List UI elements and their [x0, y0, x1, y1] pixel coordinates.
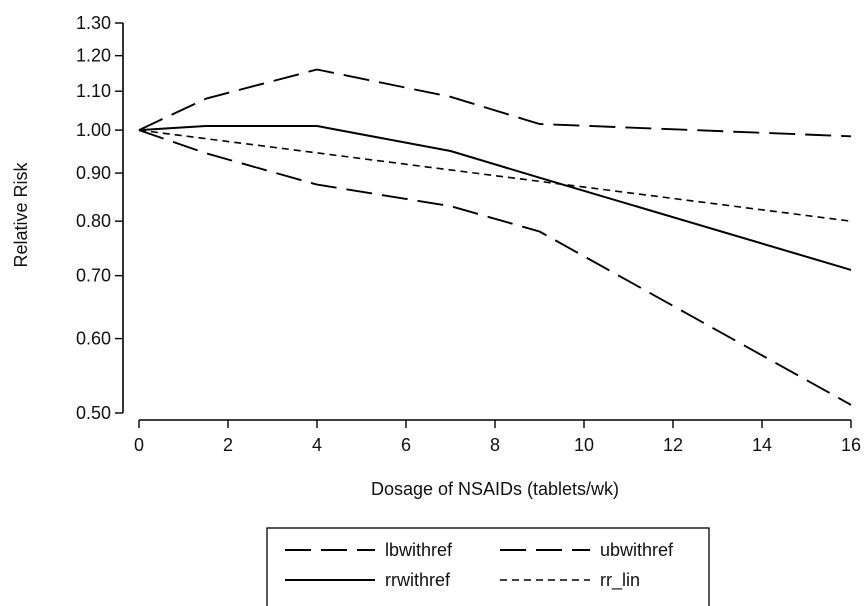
- series-line-rr_lin: [138, 129, 852, 222]
- x-tick-label: 4: [312, 435, 322, 455]
- x-tick-label: 8: [490, 435, 500, 455]
- y-axis-title: Relative Risk: [11, 161, 31, 267]
- x-tick-label: 12: [663, 435, 683, 455]
- x-tick-label: 16: [841, 435, 861, 455]
- x-tick-label: 2: [223, 435, 233, 455]
- legend-label-lbwithref: lbwithref: [385, 540, 453, 560]
- legend-label-rrwithref: rrwithref: [385, 570, 451, 590]
- x-tick-label: 6: [401, 435, 411, 455]
- y-tick-label: 1.10: [76, 81, 111, 101]
- y-tick-label: 0.70: [76, 266, 111, 286]
- y-tick-label: 1.00: [76, 120, 111, 140]
- x-axis-title: Dosage of NSAIDs (tablets/wk): [371, 479, 619, 499]
- legend-label-rr_lin: rr_lin: [600, 570, 640, 591]
- x-tick-label: 10: [574, 435, 594, 455]
- y-tick-label: 0.80: [76, 211, 111, 231]
- y-tick-label: 0.50: [76, 403, 111, 423]
- x-tick-label: 0: [134, 435, 144, 455]
- y-tick-label: 0.60: [76, 329, 111, 349]
- legend-box: [266, 527, 710, 606]
- y-tick-label: 1.20: [76, 46, 111, 66]
- series-line-ubwithref: [138, 68, 852, 138]
- y-tick-label: 1.30: [76, 13, 111, 33]
- series-line-rrwithref: [138, 125, 852, 271]
- legend-label-ubwithref: ubwithref: [600, 540, 674, 560]
- series-line-lbwithref: [138, 129, 852, 406]
- legend: lbwithref ubwithref rrwithref rr_lin: [266, 527, 710, 606]
- x-tick-label: 14: [752, 435, 772, 455]
- y-tick-label: 0.90: [76, 163, 111, 183]
